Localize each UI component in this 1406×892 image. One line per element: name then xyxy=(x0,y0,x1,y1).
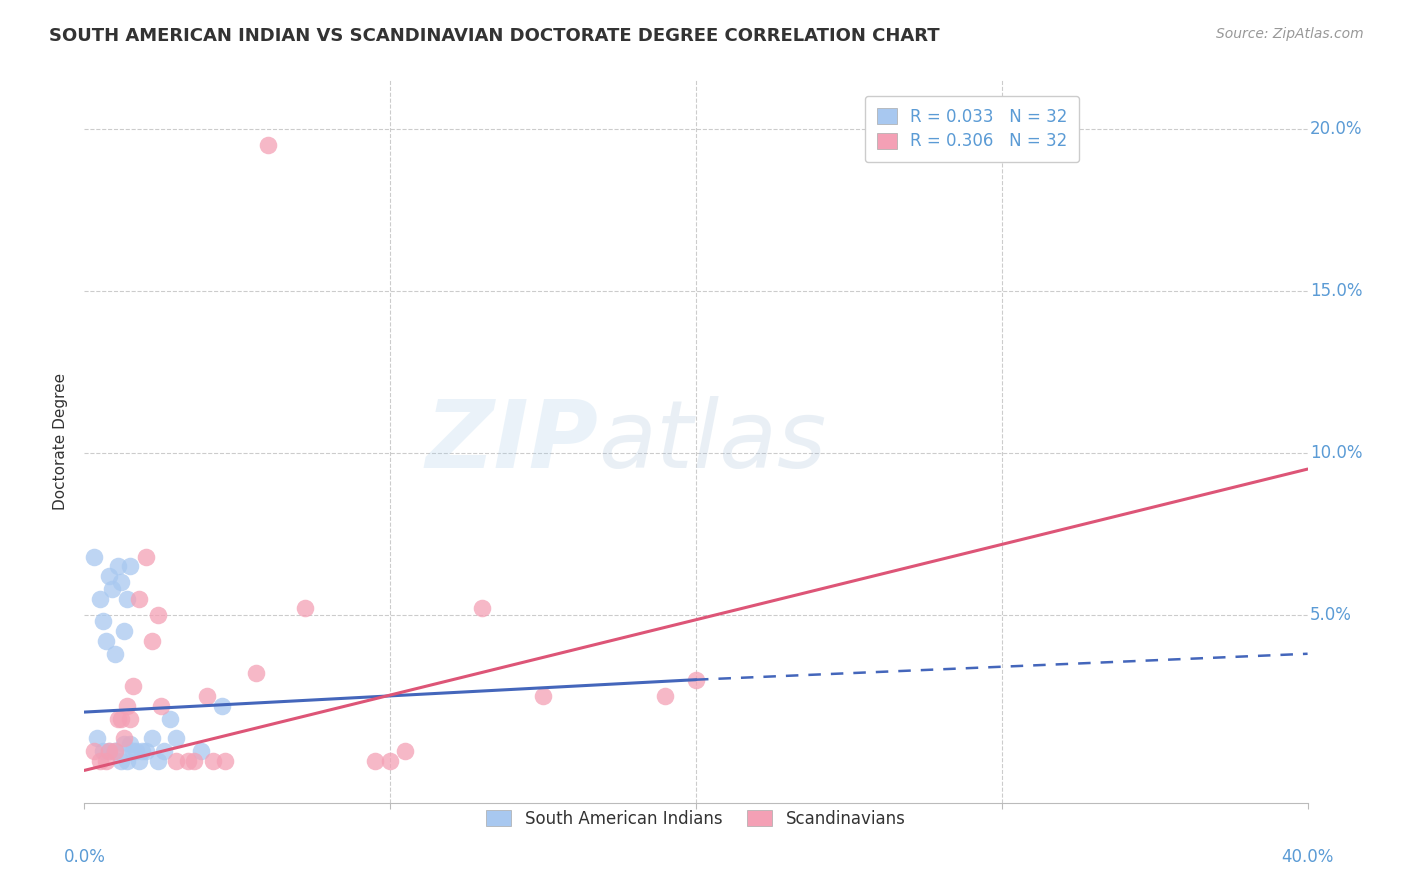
Text: SOUTH AMERICAN INDIAN VS SCANDINAVIAN DOCTORATE DEGREE CORRELATION CHART: SOUTH AMERICAN INDIAN VS SCANDINAVIAN DO… xyxy=(49,27,939,45)
Text: ZIP: ZIP xyxy=(425,395,598,488)
Point xyxy=(112,731,135,745)
Point xyxy=(159,712,181,726)
Point xyxy=(214,754,236,768)
Point xyxy=(107,559,129,574)
Point xyxy=(245,666,267,681)
Point xyxy=(104,744,127,758)
Point xyxy=(112,624,135,638)
Point xyxy=(131,744,153,758)
Point xyxy=(146,754,169,768)
Point xyxy=(91,744,114,758)
Point xyxy=(141,633,163,648)
Point xyxy=(149,698,172,713)
Point xyxy=(153,744,176,758)
Point xyxy=(654,689,676,703)
Text: 5.0%: 5.0% xyxy=(1310,606,1353,624)
Point xyxy=(97,744,120,758)
Point xyxy=(128,591,150,606)
Text: 15.0%: 15.0% xyxy=(1310,282,1362,300)
Text: atlas: atlas xyxy=(598,396,827,487)
Point xyxy=(94,633,117,648)
Point xyxy=(364,754,387,768)
Text: 10.0%: 10.0% xyxy=(1310,444,1362,462)
Point xyxy=(112,738,135,752)
Point xyxy=(211,698,233,713)
Y-axis label: Doctorate Degree: Doctorate Degree xyxy=(53,373,69,510)
Point xyxy=(101,582,124,596)
Point xyxy=(104,744,127,758)
Point xyxy=(83,549,105,564)
Point xyxy=(110,712,132,726)
Point xyxy=(380,754,402,768)
Point xyxy=(125,744,148,758)
Point xyxy=(531,689,554,703)
Point xyxy=(685,673,707,687)
Point xyxy=(120,712,142,726)
Point xyxy=(97,569,120,583)
Point xyxy=(135,744,157,758)
Point xyxy=(86,731,108,745)
Point xyxy=(89,754,111,768)
Point xyxy=(120,559,142,574)
Point xyxy=(201,754,224,768)
Point xyxy=(165,754,187,768)
Point xyxy=(115,591,138,606)
Legend: South American Indians, Scandinavians: South American Indians, Scandinavians xyxy=(477,800,915,838)
Point xyxy=(165,731,187,745)
Point xyxy=(110,575,132,590)
Text: 0.0%: 0.0% xyxy=(63,848,105,866)
Point xyxy=(97,744,120,758)
Point xyxy=(115,754,138,768)
Point xyxy=(115,698,138,713)
Point xyxy=(190,744,212,758)
Point xyxy=(94,754,117,768)
Point xyxy=(91,615,114,629)
Point xyxy=(471,601,494,615)
Point xyxy=(183,754,205,768)
Point xyxy=(83,744,105,758)
Point xyxy=(104,647,127,661)
Point xyxy=(110,754,132,768)
Point xyxy=(177,754,200,768)
Point xyxy=(394,744,416,758)
Point xyxy=(89,591,111,606)
Point xyxy=(257,138,280,153)
Point xyxy=(195,689,218,703)
Point xyxy=(122,744,145,758)
Point xyxy=(128,754,150,768)
Point xyxy=(135,549,157,564)
Point xyxy=(107,712,129,726)
Text: 40.0%: 40.0% xyxy=(1281,848,1334,866)
Point xyxy=(120,738,142,752)
Text: Source: ZipAtlas.com: Source: ZipAtlas.com xyxy=(1216,27,1364,41)
Point xyxy=(294,601,316,615)
Text: 20.0%: 20.0% xyxy=(1310,120,1362,138)
Point xyxy=(122,679,145,693)
Point xyxy=(146,607,169,622)
Point xyxy=(141,731,163,745)
